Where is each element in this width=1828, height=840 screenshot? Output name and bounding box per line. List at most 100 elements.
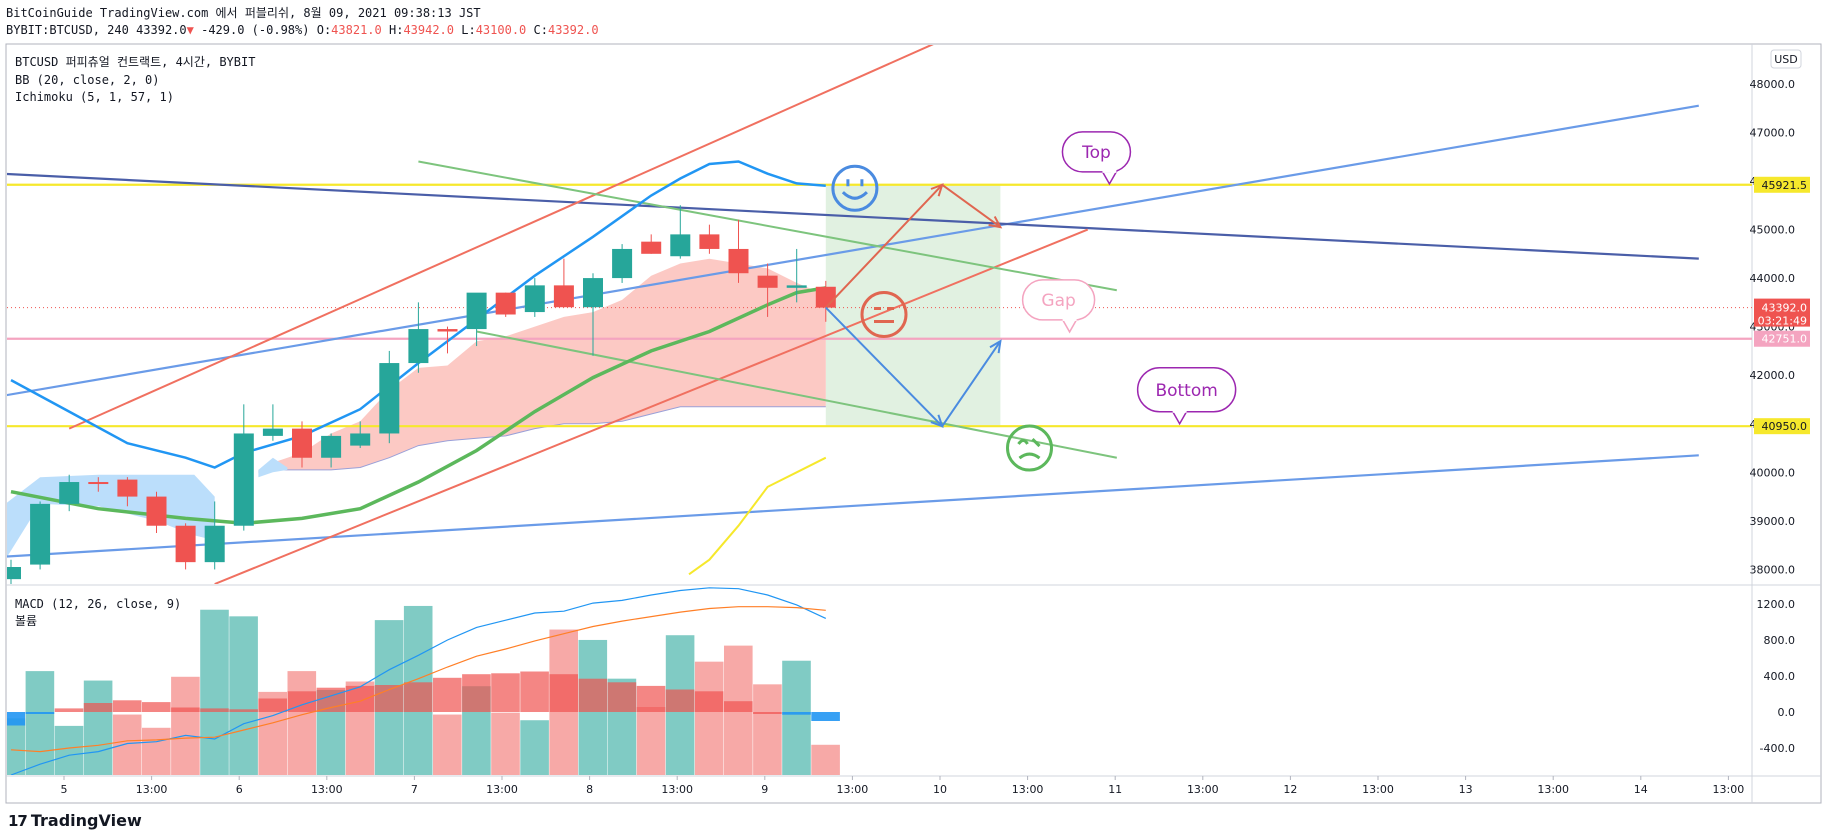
projection-box[interactable] [825, 184, 1001, 427]
tradingview-footer[interactable]: 17 TradingView [8, 811, 142, 830]
speech-bubble-top[interactable]: Top [1061, 131, 1132, 186]
candle[interactable] [612, 248, 633, 279]
volume-bar [54, 725, 84, 775]
ichimoku-cloud-bear [258, 258, 826, 473]
macd-histogram-bar [287, 691, 317, 712]
candle[interactable] [786, 285, 807, 288]
macd-histogram-bar [142, 702, 171, 712]
projection-arrow-down-head [989, 339, 1002, 354]
eye [1031, 437, 1041, 448]
macd-histogram-bar [782, 712, 811, 715]
candle[interactable] [553, 285, 574, 308]
trend-line[interactable] [418, 160, 1117, 292]
macd-histogram-bar [403, 682, 433, 712]
price-change: -429.0 (-0.98%) [201, 23, 310, 37]
price-label-text: 43392.0 [1762, 302, 1808, 315]
speech-bubble-bottom[interactable]: Bottom [1136, 367, 1237, 426]
macd-histogram-bar [258, 698, 287, 712]
volume-bar [142, 727, 171, 775]
macd-histogram-bar [665, 689, 695, 712]
time-tick-label: 7 [411, 783, 418, 796]
projection-arrow-up-head [988, 216, 1003, 229]
bubble-joint [1172, 408, 1187, 413]
candle[interactable] [583, 278, 603, 308]
macd-line [10, 587, 827, 775]
volume-bar [520, 720, 549, 775]
candle[interactable] [30, 503, 51, 565]
candle[interactable] [292, 428, 312, 458]
candle[interactable] [466, 292, 487, 330]
candle[interactable] [437, 329, 458, 332]
candle[interactable] [379, 363, 400, 434]
candle[interactable] [641, 241, 662, 254]
macd-tick-label: 800.0 [1764, 634, 1796, 647]
chart-header: BitCoinGuide TradingView.com 에서 퍼블리쉬, 8월… [6, 5, 599, 39]
mouth [841, 191, 868, 200]
candle[interactable] [350, 433, 371, 446]
time-tick-label: 14 [1634, 783, 1648, 796]
trend-line[interactable] [0, 104, 1699, 405]
signal-line [10, 606, 826, 753]
candle[interactable] [146, 496, 167, 526]
time-tick-label: 13 [1459, 783, 1473, 796]
candle[interactable] [59, 482, 80, 504]
candle[interactable] [117, 479, 138, 497]
chart-border [5, 43, 1822, 804]
candle[interactable] [1, 567, 21, 580]
price-label-bg [1754, 176, 1810, 193]
legend-volume: 볼륨 [15, 614, 37, 628]
trend-line[interactable] [0, 454, 1699, 559]
macd-tick-label: -400.0 [1760, 742, 1795, 755]
candle[interactable] [408, 329, 429, 364]
time-tick-label: 13:00 [1362, 783, 1394, 796]
time-tick-label: 13:00 [661, 783, 693, 796]
open-value: 43821.0 [331, 23, 382, 37]
volume-bar [694, 661, 724, 775]
currency-badge[interactable]: USD [1770, 49, 1802, 69]
trend-line[interactable] [68, 1, 1029, 430]
face-outline [1006, 424, 1053, 472]
price-pane[interactable]: Top Gap Bottom [0, 1, 1752, 593]
bubble-label-bottom: Bottom [1155, 381, 1217, 401]
bubble-tail [1060, 317, 1079, 334]
frown-face-icon [1006, 424, 1053, 472]
macd-histogram-bar [7, 712, 26, 726]
trend-line[interactable] [0, 171, 1699, 260]
low-value: 43100.0 [475, 23, 527, 37]
candle[interactable] [175, 525, 196, 563]
candle[interactable] [233, 433, 254, 526]
candle[interactable] [88, 482, 109, 485]
candle[interactable] [321, 435, 342, 458]
smile-face-icon [831, 164, 879, 212]
neutral-face-icon [860, 291, 908, 338]
candle[interactable] [728, 248, 749, 274]
volume-bar [782, 660, 811, 775]
trend-line[interactable] [214, 228, 1089, 584]
last-price: 43392.0 [136, 23, 187, 37]
candle[interactable] [699, 234, 720, 249]
ichimoku-cloud-bull-2 [258, 457, 288, 478]
macd-pane[interactable] [0, 587, 840, 775]
bubble-tail [1100, 169, 1119, 186]
candle[interactable] [815, 286, 836, 308]
close-value: 43392.0 [547, 23, 599, 37]
macd-tick-label: 1200.0 [1757, 598, 1796, 611]
time-tick-label: 5 [61, 783, 68, 796]
volume-bar [83, 680, 113, 775]
price-tick-label: 39000.0 [1750, 515, 1796, 528]
macd-histogram-bar [549, 674, 578, 712]
candle[interactable] [262, 428, 283, 436]
volume-bar [811, 744, 840, 775]
candle[interactable] [495, 292, 516, 315]
speech-bubble-gap[interactable]: Gap [1021, 279, 1096, 334]
candle[interactable] [670, 234, 691, 257]
eye [1017, 439, 1029, 445]
candle[interactable] [204, 525, 225, 563]
bubble-label-top: Top [1081, 143, 1111, 163]
time-tick-label: 13:00 [136, 783, 168, 796]
candle[interactable] [524, 285, 545, 313]
candle[interactable] [757, 275, 778, 288]
ohlc-line: BYBIT:BTCUSD, 240 43392.0▼ -429.0 (-0.98… [6, 22, 599, 39]
volume-bar [491, 712, 520, 775]
